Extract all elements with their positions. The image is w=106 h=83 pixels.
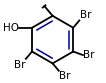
Text: Br: Br: [59, 71, 71, 82]
Text: Br: Br: [80, 10, 91, 20]
Text: Br: Br: [14, 60, 26, 70]
Text: HO: HO: [3, 23, 19, 33]
Text: Br: Br: [83, 50, 95, 60]
